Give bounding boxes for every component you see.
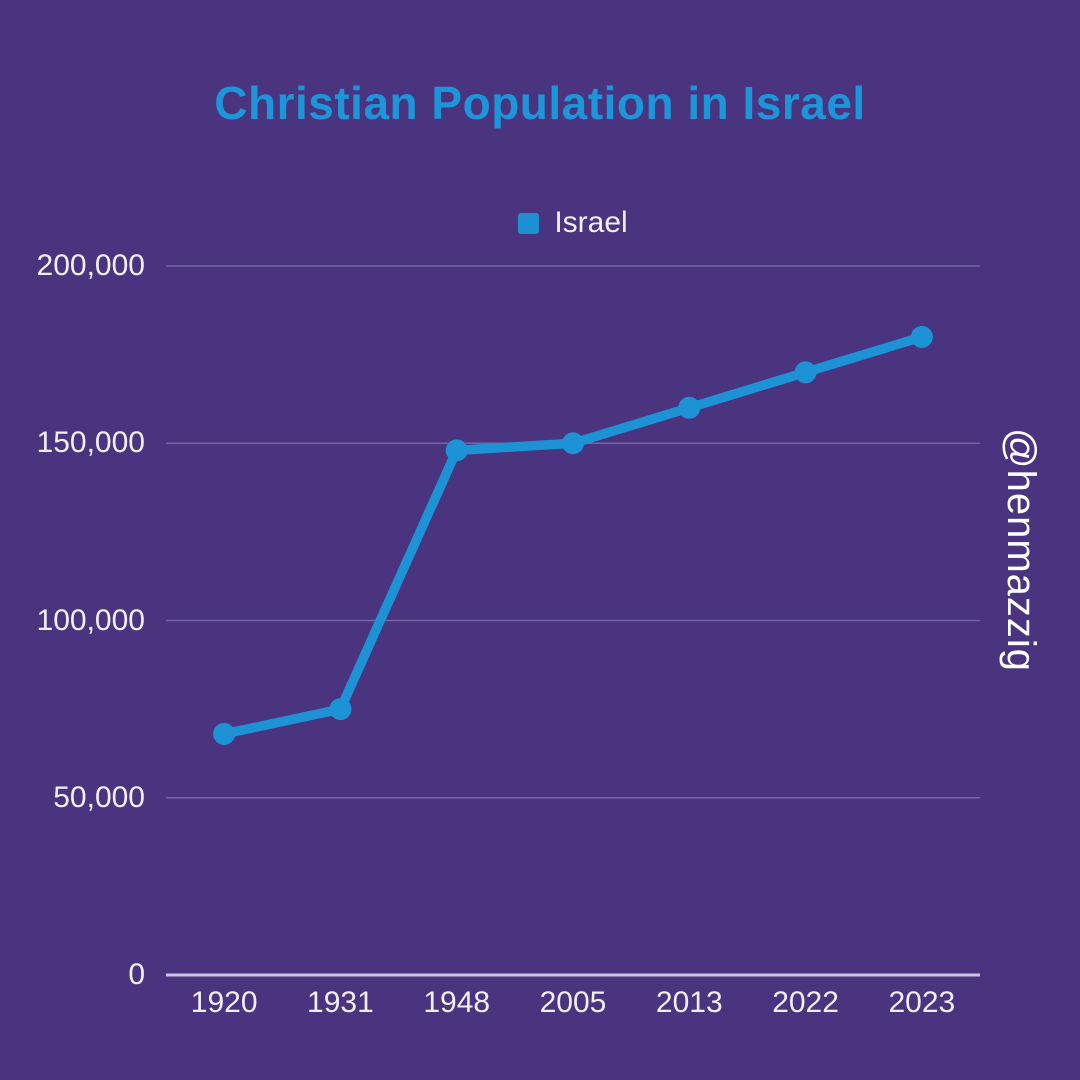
data-point — [213, 722, 236, 745]
chart-title: Christian Population in Israel — [214, 77, 866, 129]
x-axis-label: 1920 — [190, 986, 258, 1019]
y-axis-label: 200,000 — [36, 249, 145, 282]
y-axis-label: 0 — [128, 958, 145, 991]
data-point — [445, 439, 468, 462]
x-axis-label: 2023 — [888, 986, 956, 1019]
y-axis-label: 100,000 — [36, 603, 145, 637]
series-line — [219, 332, 927, 739]
x-axis-label: 2022 — [772, 986, 839, 1019]
y-axis-label: 50,000 — [53, 780, 145, 814]
data-point — [329, 698, 352, 721]
data-point — [678, 396, 701, 419]
data-point — [910, 325, 933, 348]
watermark: @henmazzig — [999, 428, 1043, 673]
x-axis-label: 1948 — [423, 986, 491, 1019]
legend: Israel — [166, 204, 980, 242]
x-axis-label: 1931 — [307, 986, 374, 1019]
legend-swatch-icon — [518, 212, 540, 234]
y-axis-label: 150,000 — [36, 426, 145, 460]
x-axis-label: 2005 — [539, 986, 607, 1019]
legend-label: Israel — [554, 206, 628, 239]
data-point — [794, 361, 817, 384]
data-point — [562, 432, 584, 455]
x-axis-label: 2013 — [655, 986, 723, 1019]
